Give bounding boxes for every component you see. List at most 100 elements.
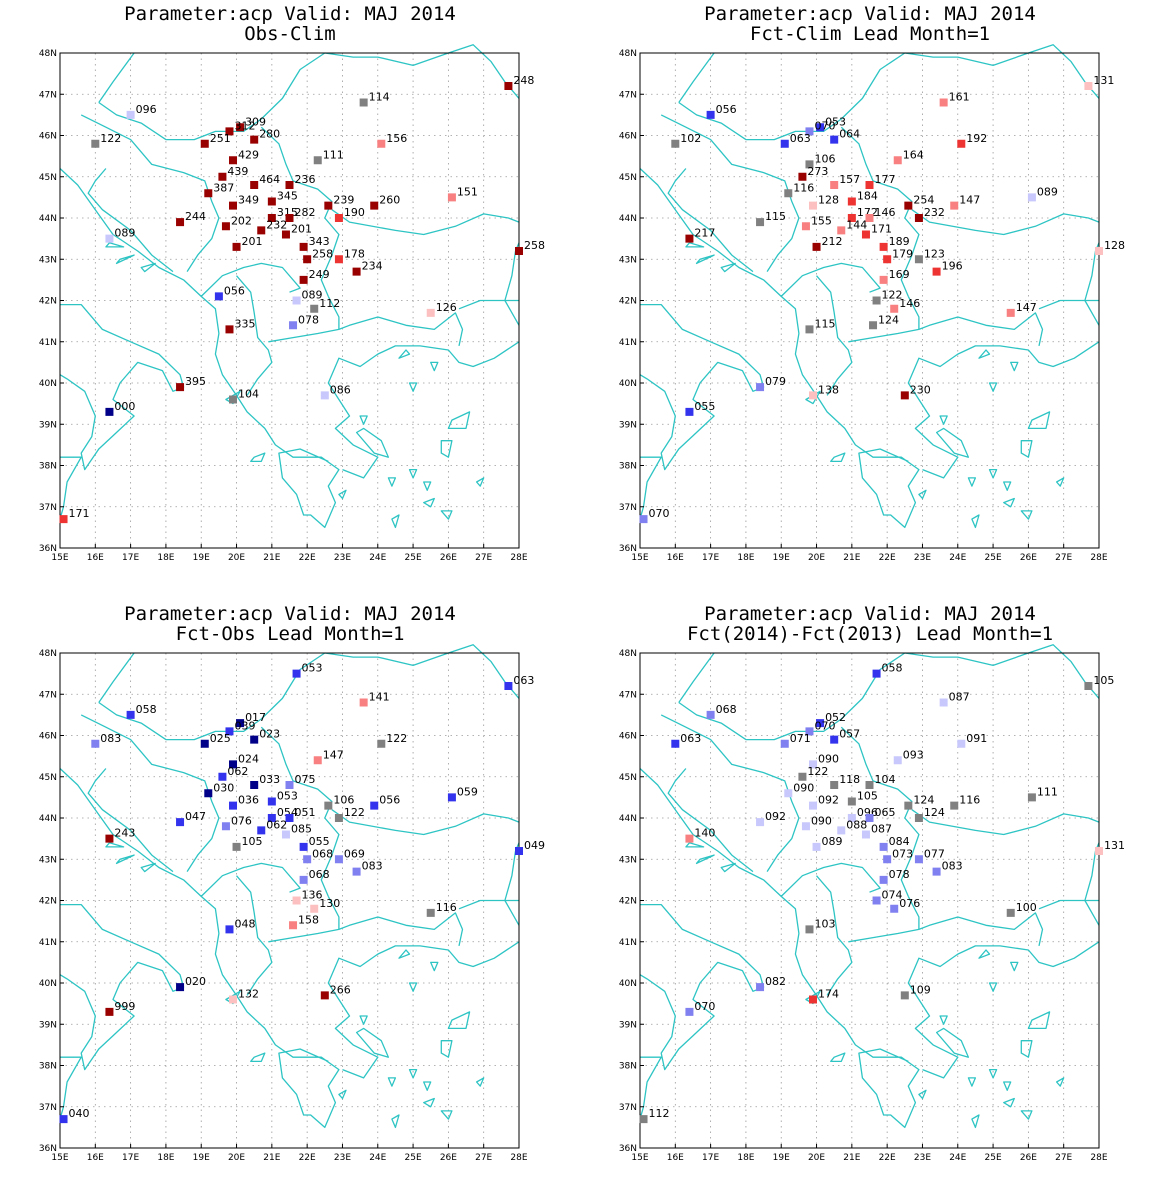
island [391,1114,400,1129]
station-marker: 258 [515,239,545,255]
lat-tick-label: 42N [39,297,57,307]
panel-subtitle: Obs-Clim [244,23,336,45]
station-value-label: 258 [524,239,545,252]
station-marker: 189 [879,235,910,251]
island [440,440,453,458]
island [115,254,135,265]
island [978,949,991,959]
station-square [267,197,276,206]
station-value-label: 122 [100,132,121,145]
coastlines [639,44,1100,529]
station-value-label: 116 [436,901,457,914]
lon-tick-label: 21E [843,553,860,563]
station-marker: 075 [285,773,316,789]
lon-tick-label: 17E [702,553,719,563]
station-square [303,855,312,864]
coastline [667,768,754,873]
station-square [801,822,810,831]
island [830,1052,846,1063]
station-square [861,230,870,239]
station-square [830,781,839,789]
lat-tick-label: 40N [39,379,57,389]
station-square [865,781,874,789]
station-square [105,234,114,243]
island [423,497,435,508]
station-value-label: 131 [1104,839,1125,852]
lat-tick-label: 42N [39,897,57,907]
coastline [639,168,920,529]
lat-tick-label: 43N [619,255,637,265]
station-value-label: 179 [892,247,913,260]
station-marker: 116 [950,794,980,810]
island [1027,1011,1051,1030]
lat-tick-label: 46N [619,132,637,142]
lon-tick-label: 26E [1020,1153,1037,1163]
station-square [798,172,807,181]
lon-tick-label: 23E [334,553,351,563]
station-marker: 124 [869,313,899,330]
station-marker: 105 [847,790,878,806]
map-panel-obs-clim: Parameter:acp Valid: MAJ 2014 Obs-Clim 1… [0,0,580,600]
lon-tick-label: 25E [405,553,422,563]
station-value-label: 116 [959,794,980,807]
station-square [324,801,333,810]
station-value-label: 136 [302,889,323,902]
island [1003,481,1012,491]
station-marker: 114 [359,91,390,107]
station-marker: 254 [904,194,934,210]
station-value-label: 062 [227,765,248,778]
station-marker: 068 [303,847,333,864]
island [978,349,991,359]
station-square [1095,847,1103,855]
station-value-label: 122 [344,806,365,819]
island [398,349,411,359]
coastline [236,875,273,996]
station-square [847,797,856,806]
coastline [1038,899,1099,910]
station-square [756,983,765,992]
station-square [236,123,245,132]
station-value-label: 074 [882,889,903,902]
station-marker: 056 [214,284,245,301]
station-square [504,682,513,690]
station-value-label: 132 [238,988,259,1001]
station-square [1027,193,1036,202]
station-marker: 105 [232,835,263,851]
island [1027,411,1051,430]
station-square [893,156,902,165]
station-value-label: 115 [814,317,835,330]
station-marker: 082 [756,975,786,992]
station-value-label: 128 [818,194,839,207]
lon-tick-label: 17E [702,1153,719,1163]
station-value-label: 118 [839,773,860,786]
station-square [939,98,948,107]
station-square [229,760,238,769]
station-square [204,789,213,798]
coastline [660,114,800,272]
island [387,1077,397,1087]
station-square [809,201,818,210]
lat-tick-label: 37N [39,1103,57,1113]
station-value-label: 024 [238,752,259,765]
coastline [780,262,881,297]
station-marker: 236 [285,173,316,189]
station-value-label: 439 [227,165,248,178]
station-value-label: 087 [949,691,970,704]
station-square [334,814,343,822]
station-marker: 147 [950,194,980,210]
station-square [324,201,333,210]
station-value-label: 114 [369,91,390,104]
station-value-label: 053 [277,790,298,803]
station-marker: 073 [883,847,913,864]
station-marker: 089 [1027,185,1058,202]
coastline [1038,299,1099,310]
station-square [1084,682,1093,690]
station-marker: 234 [352,260,383,276]
station-marker: 161 [939,91,970,107]
station-marker: 217 [685,227,715,243]
island [140,262,156,273]
station-value-label: 039 [234,719,255,732]
station-square [830,735,839,744]
station-value-label: 169 [889,268,910,281]
